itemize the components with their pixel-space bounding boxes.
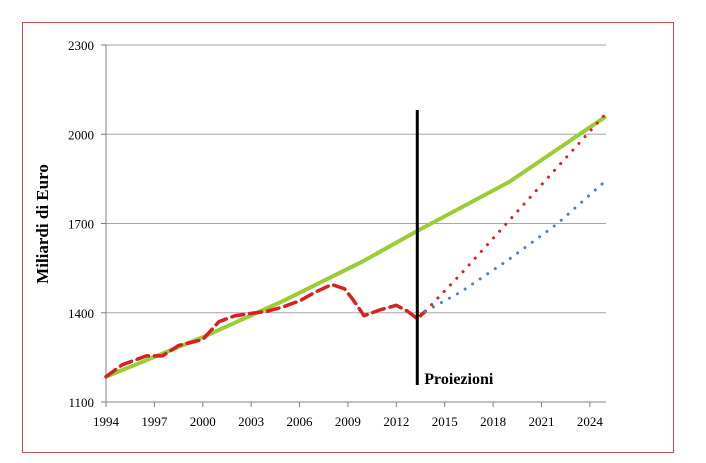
grid-lines bbox=[106, 44, 606, 314]
series-blue-dotted bbox=[423, 181, 605, 313]
x-tick-label: 2024 bbox=[577, 414, 604, 429]
series-green-line bbox=[105, 114, 608, 379]
y-tick-label: 1400 bbox=[68, 306, 94, 321]
x-tick-label: 1994 bbox=[93, 414, 120, 429]
x-tick-label: 2009 bbox=[335, 414, 361, 429]
y-tick-label: 1100 bbox=[68, 395, 94, 410]
y-tick-label: 2000 bbox=[68, 127, 94, 142]
x-tick-label: 2003 bbox=[238, 414, 264, 429]
x-tick-label: 2012 bbox=[383, 414, 409, 429]
y-axis-label: Miliardi di Euro bbox=[33, 164, 52, 284]
axes bbox=[101, 44, 606, 407]
chart-frame bbox=[22, 22, 674, 453]
x-tick-label: 2015 bbox=[432, 414, 458, 429]
series-group bbox=[104, 111, 608, 379]
x-tick-label: 1997 bbox=[141, 414, 168, 429]
tick-labels: 1100 1400 1700 2000 2300 1994 1997 2000 2003 2006… bbox=[68, 38, 603, 429]
x-tick-label: 2000 bbox=[190, 414, 216, 429]
series-red-dotted bbox=[423, 111, 608, 313]
y-tick-label: 1700 bbox=[68, 217, 94, 232]
x-tick-label: 2018 bbox=[480, 414, 506, 429]
projection-annotation: Proiezioni bbox=[424, 371, 494, 388]
series-red-dashed bbox=[104, 282, 428, 379]
x-tick-label: 2021 bbox=[528, 414, 554, 429]
y-tick-label: 2300 bbox=[68, 38, 94, 53]
x-tick-label: 2006 bbox=[287, 414, 314, 429]
